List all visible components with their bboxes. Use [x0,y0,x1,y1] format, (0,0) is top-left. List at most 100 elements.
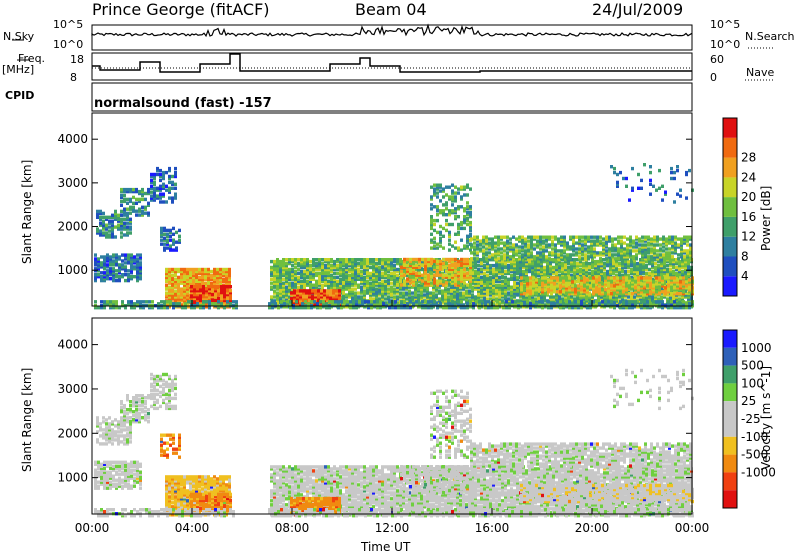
power-cell [463,281,466,285]
power-cell [477,291,480,295]
power-cell [525,259,528,264]
power-cell [519,263,522,268]
power-cell [323,289,326,293]
power-cell [199,296,202,301]
power-cell [681,271,684,276]
power-cell [375,283,378,287]
power-cell [342,291,345,295]
power-cell [593,241,596,245]
power-cell [381,291,384,295]
power-cell [174,283,177,287]
power-cell [309,263,312,268]
power-cell [470,251,473,255]
power-cell [660,273,663,278]
power-cell [448,242,451,246]
power-cell [630,261,633,266]
power-cell [171,293,174,297]
power-cell [270,265,273,270]
power-cell [563,255,566,259]
power-cell [524,255,527,259]
power-cell [450,295,453,299]
power-cell [473,249,476,253]
power-cell [228,281,231,285]
power-cell [489,285,492,289]
power-cell [483,293,486,297]
power-cell [564,295,567,299]
power-cell [220,285,223,289]
power-cell [476,247,479,251]
power-cell [105,215,108,219]
power-cell [303,287,306,291]
power-cell [190,294,193,299]
power-cell [615,269,618,274]
power-cell [339,277,342,281]
power-cell [229,289,232,293]
power-cell [400,275,403,279]
power-cell [548,235,551,239]
power-cell [456,291,459,295]
power-cell [288,289,291,293]
power-cell [657,263,660,268]
power-cell [600,277,603,281]
power-cell [426,295,429,299]
power-cell [633,261,636,266]
power-cell [675,261,678,266]
power-cell [593,239,596,243]
power-cell [163,228,166,233]
power-cell [558,269,561,274]
power-cell [582,295,585,299]
power-cell [591,265,594,270]
power-cell [525,295,528,299]
power-cell [130,261,133,265]
power-cell [117,215,120,219]
power-cell [612,261,615,266]
power-cell [195,269,198,274]
power-cell [444,259,447,264]
power-cell [578,247,581,251]
power-cell [165,277,168,281]
power-cell [444,285,447,289]
power-cell [482,249,485,253]
power-cell [504,297,507,301]
power-cell [576,261,579,266]
power-cell [220,289,223,293]
power-cell [536,243,539,247]
power-cell [439,238,442,242]
power-cell [106,259,109,263]
power-cell [372,281,375,285]
power-cell [588,293,591,297]
power-cell [675,271,678,276]
power-cell [177,275,180,280]
power-cell [213,281,216,285]
power-cell [430,271,433,275]
power-cell [405,283,408,287]
power-cell [506,241,509,245]
power-cell [132,205,135,209]
power-cell [198,269,201,274]
power-cell [335,291,338,295]
power-cell [381,283,384,287]
power-cell [633,265,636,270]
power-cell [396,277,399,281]
power-cell [439,273,442,277]
nsky-label: N.Sky [3,30,35,43]
power-cell [175,246,178,250]
power-cell [120,213,123,217]
power-cell [390,281,393,285]
power-cell [474,271,477,276]
power-cell [518,249,521,253]
power-cell [439,183,442,187]
power-cell [572,235,575,239]
power-cell [468,285,471,289]
power-cell [273,283,276,287]
power-cell [681,295,684,299]
power-cell [447,283,450,287]
power-cell [477,293,480,297]
power-cell [108,219,111,223]
power-cell [462,295,465,299]
power-cell [588,297,591,301]
power-cell [537,267,540,272]
power-cell [569,245,572,249]
power-cell [273,277,276,281]
power-cell [330,281,333,285]
